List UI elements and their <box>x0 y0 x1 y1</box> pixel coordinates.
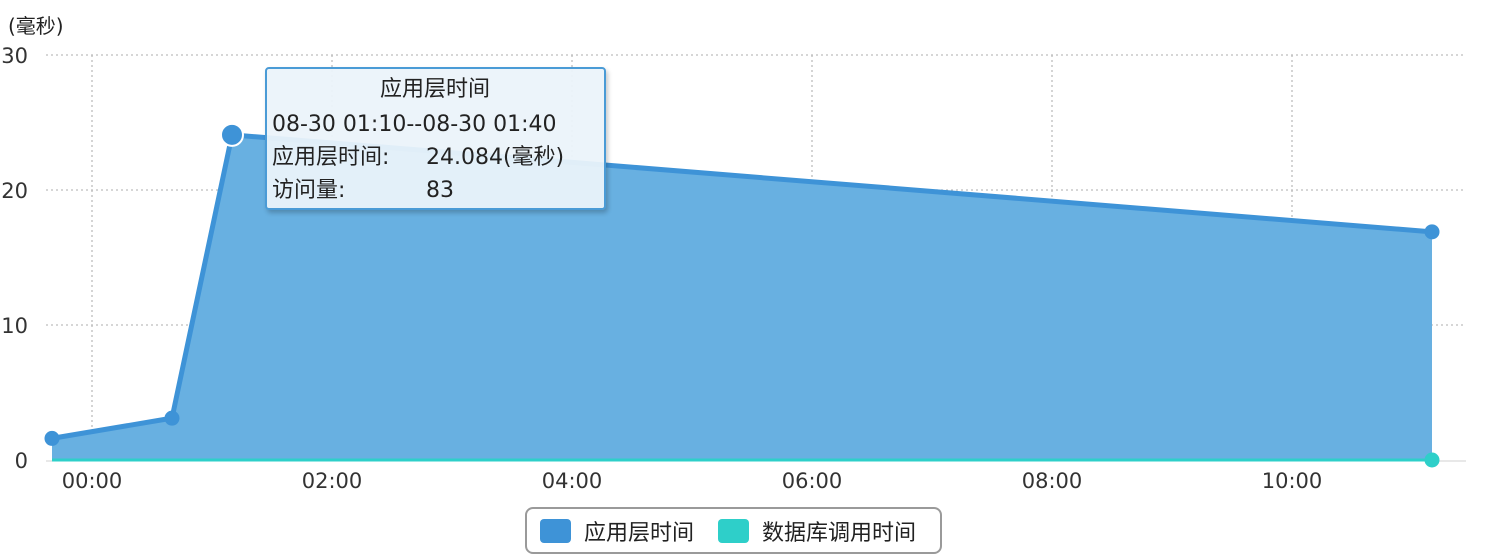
tooltip-row-visits: 访问量: 83 <box>272 174 598 207</box>
x-tick-label: 06:00 <box>782 469 843 493</box>
legend-label: 数据库调用时间 <box>762 520 917 546</box>
legend-label: 应用层时间 <box>584 520 695 546</box>
legend-swatch-db-time <box>718 518 749 543</box>
tooltip-time-range: 08-30 01:10--08-30 01:40 <box>272 112 557 137</box>
series-line-app-time <box>51 132 1433 441</box>
chart-svg: 0 10 20 30 00:00 02:00 04:00 06:00 08:00 10:00 <box>1 44 1466 493</box>
y-axis-unit-label: (毫秒) <box>8 14 64 38</box>
data-point <box>44 430 60 446</box>
axis-layer: 0 10 20 30 00:00 02:00 04:00 06:00 08:00 10:00 <box>1 44 1322 493</box>
y-tick-label: 20 <box>1 179 28 203</box>
chart-legend: 应用层时间 数据库调用时间 <box>525 507 942 554</box>
data-tooltip: 应用层时间 08-30 01:10--08-30 01:40 应用层时间: 24.… <box>265 67 606 210</box>
data-point-highlighted <box>220 122 244 147</box>
x-tick-label: 10:00 <box>1262 469 1323 493</box>
series-area-app-time <box>52 134 1432 460</box>
tooltip-value: 83 <box>426 178 454 203</box>
x-tick-label: 08:00 <box>1022 469 1083 493</box>
x-tick-label: 00:00 <box>62 469 123 493</box>
tooltip-value: 24.084(毫秒) <box>426 145 565 170</box>
series-layer <box>44 122 1440 468</box>
data-point <box>1424 224 1440 240</box>
tooltip-row-app-time: 应用层时间: 24.084(毫秒) <box>272 141 598 174</box>
data-point-db-time <box>1424 452 1440 468</box>
y-tick-label: 30 <box>1 44 28 68</box>
data-point <box>164 410 180 426</box>
y-tick-label: 0 <box>15 449 28 473</box>
tooltip-title: 应用层时间 <box>379 77 490 102</box>
tooltip-label: 访问量: <box>272 178 346 203</box>
x-tick-label: 02:00 <box>302 469 363 493</box>
x-tick-label: 04:00 <box>542 469 603 493</box>
tooltip-label: 应用层时间: <box>272 145 390 170</box>
legend-item-app-time[interactable]: 应用层时间 <box>540 509 694 552</box>
y-tick-label: 10 <box>1 314 28 338</box>
legend-item-db-time[interactable]: 数据库调用时间 <box>718 509 916 552</box>
legend-swatch-app-time <box>540 518 571 543</box>
